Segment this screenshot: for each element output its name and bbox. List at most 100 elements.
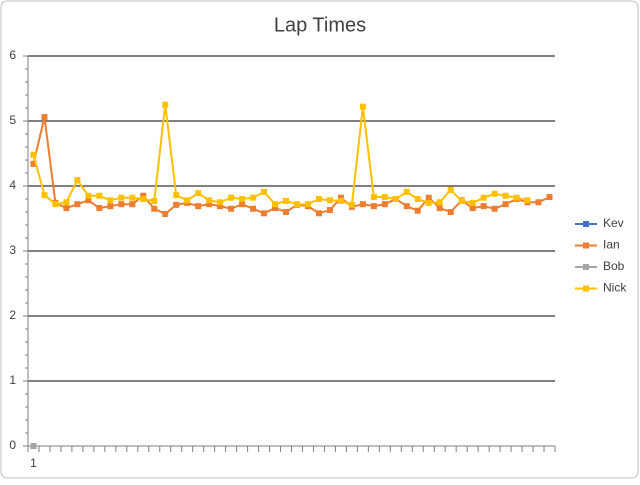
series-marker bbox=[74, 177, 81, 184]
series-marker bbox=[381, 201, 388, 208]
x-tick-label: 1 bbox=[30, 456, 37, 470]
series-marker bbox=[173, 192, 180, 199]
legend-label: Ian bbox=[603, 238, 620, 252]
series-marker bbox=[206, 197, 213, 204]
series-marker bbox=[447, 186, 454, 193]
series-marker bbox=[436, 205, 443, 212]
series-marker bbox=[151, 205, 158, 212]
series-marker bbox=[162, 210, 169, 217]
legend-label: Nick bbox=[603, 281, 627, 295]
series-marker bbox=[140, 196, 147, 202]
series-marker bbox=[217, 199, 224, 206]
series-marker bbox=[85, 197, 92, 204]
y-tick-label: 1 bbox=[9, 373, 16, 387]
legend-label: Kev bbox=[603, 216, 624, 230]
series-marker bbox=[41, 192, 48, 199]
series-marker bbox=[239, 196, 246, 202]
series-marker bbox=[272, 205, 279, 212]
series-marker bbox=[228, 194, 235, 201]
series-marker bbox=[107, 203, 114, 210]
series-marker bbox=[96, 205, 103, 212]
series-marker bbox=[250, 205, 257, 212]
chart-title: Lap Times bbox=[274, 14, 366, 36]
series-marker bbox=[107, 197, 114, 204]
series-marker bbox=[151, 197, 158, 204]
series-marker bbox=[436, 199, 443, 206]
series-marker bbox=[359, 201, 366, 208]
series-marker bbox=[326, 197, 333, 204]
series-marker bbox=[63, 199, 70, 206]
series-marker bbox=[63, 205, 70, 212]
series-marker bbox=[30, 151, 37, 158]
series-marker bbox=[403, 203, 410, 210]
series-marker bbox=[283, 197, 290, 204]
series-marker bbox=[129, 201, 136, 208]
series-marker bbox=[546, 194, 553, 201]
series-marker bbox=[524, 197, 531, 204]
series-marker bbox=[381, 194, 388, 201]
series-marker bbox=[162, 101, 169, 108]
y-tick-label: 2 bbox=[9, 308, 16, 322]
y-tick-label: 6 bbox=[9, 48, 16, 62]
series-marker bbox=[74, 201, 81, 208]
series-marker bbox=[392, 196, 399, 202]
series-marker bbox=[272, 201, 279, 208]
series-marker bbox=[261, 188, 268, 195]
series-marker bbox=[425, 194, 432, 201]
series-marker bbox=[261, 210, 268, 217]
series-marker bbox=[283, 209, 290, 215]
series-marker bbox=[491, 205, 498, 212]
series-marker bbox=[52, 201, 59, 208]
series-marker bbox=[140, 192, 147, 199]
series-marker bbox=[425, 199, 432, 206]
y-tick-label: 4 bbox=[9, 178, 16, 192]
legend-marker bbox=[583, 264, 589, 270]
series-marker bbox=[337, 194, 344, 201]
series-marker bbox=[502, 201, 509, 208]
series-marker bbox=[469, 205, 476, 212]
series-line bbox=[32, 104, 528, 207]
legend-marker bbox=[583, 285, 589, 292]
series-marker bbox=[195, 203, 202, 210]
series-marker bbox=[480, 194, 487, 201]
series-marker bbox=[129, 194, 136, 201]
series-marker bbox=[447, 209, 454, 215]
series-marker bbox=[513, 194, 520, 201]
series-marker bbox=[96, 192, 103, 199]
series-marker bbox=[370, 203, 377, 210]
series-marker bbox=[315, 196, 322, 202]
y-tick-label: 3 bbox=[9, 243, 16, 257]
series-marker bbox=[370, 194, 377, 201]
y-tick-label: 5 bbox=[9, 113, 16, 127]
series-marker bbox=[173, 201, 180, 208]
series-marker bbox=[304, 201, 311, 208]
series-marker bbox=[30, 160, 37, 167]
series-marker bbox=[184, 197, 191, 204]
series-marker bbox=[118, 201, 125, 208]
series-marker bbox=[250, 194, 257, 201]
series-marker bbox=[41, 114, 48, 121]
series-marker bbox=[535, 199, 542, 206]
series-marker bbox=[414, 196, 421, 202]
series-marker bbox=[480, 203, 487, 210]
series-marker bbox=[469, 199, 476, 206]
series-marker bbox=[337, 197, 344, 204]
series-marker bbox=[239, 201, 246, 208]
series-marker bbox=[206, 201, 213, 208]
legend-marker bbox=[583, 221, 589, 227]
series-marker bbox=[491, 190, 498, 197]
series-marker bbox=[85, 192, 92, 199]
series-marker bbox=[30, 443, 37, 449]
series-marker bbox=[315, 210, 322, 217]
series-marker bbox=[293, 201, 300, 208]
series-marker bbox=[195, 190, 202, 197]
series-marker bbox=[359, 103, 366, 110]
series-marker bbox=[403, 188, 410, 195]
series-marker bbox=[458, 197, 465, 204]
series-marker bbox=[502, 192, 509, 199]
series-marker bbox=[118, 194, 125, 201]
legend-label: Bob bbox=[603, 259, 625, 273]
series-marker bbox=[228, 205, 235, 212]
